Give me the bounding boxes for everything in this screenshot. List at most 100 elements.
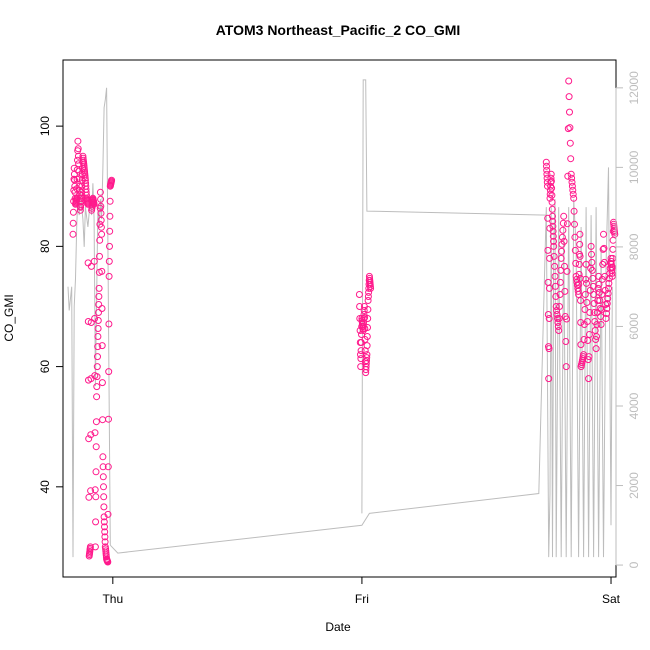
x-axis: Thu Fri Sat bbox=[102, 576, 621, 606]
y-left-tick-label: 60 bbox=[38, 360, 52, 374]
data-point bbox=[90, 257, 98, 265]
data-point bbox=[69, 208, 77, 216]
data-point bbox=[569, 190, 577, 198]
data-point bbox=[95, 293, 103, 300]
data-point bbox=[74, 145, 82, 153]
data-point bbox=[84, 318, 92, 325]
data-point bbox=[561, 287, 569, 295]
y-right-tick-label: 12000 bbox=[627, 71, 641, 105]
data-point bbox=[588, 266, 596, 274]
data-point bbox=[552, 303, 560, 310]
data-point bbox=[94, 353, 101, 361]
data-point bbox=[576, 252, 584, 260]
data-point bbox=[549, 222, 557, 230]
y-right-tick-label: 8000 bbox=[627, 233, 641, 260]
data-point bbox=[575, 291, 583, 298]
data-point bbox=[581, 306, 589, 313]
data-point bbox=[575, 270, 583, 278]
data-point bbox=[550, 242, 558, 250]
data-point bbox=[548, 191, 556, 199]
data-point bbox=[567, 170, 575, 178]
data-point bbox=[359, 323, 367, 330]
data-point bbox=[356, 303, 364, 310]
data-point bbox=[360, 307, 368, 314]
data-point bbox=[554, 319, 562, 326]
data-point bbox=[92, 468, 100, 476]
data-point bbox=[94, 333, 102, 340]
data-point bbox=[91, 543, 99, 551]
data-point bbox=[604, 290, 612, 297]
data-point bbox=[100, 483, 107, 491]
data-point bbox=[87, 262, 95, 270]
data-point bbox=[104, 558, 112, 566]
data-point bbox=[75, 182, 83, 190]
data-point bbox=[93, 393, 101, 401]
data-point bbox=[97, 202, 105, 210]
data-point bbox=[594, 297, 602, 304]
data-point bbox=[87, 487, 95, 495]
data-point bbox=[94, 325, 102, 332]
data-point bbox=[363, 351, 371, 359]
data-point bbox=[560, 212, 568, 220]
data-point bbox=[597, 321, 605, 328]
data-point bbox=[609, 245, 617, 253]
data-point bbox=[74, 152, 82, 160]
data-point bbox=[84, 259, 92, 267]
data-point bbox=[576, 240, 584, 248]
data-point bbox=[549, 227, 557, 235]
data-point bbox=[568, 174, 576, 182]
data-point bbox=[106, 197, 114, 205]
data-point bbox=[564, 172, 572, 180]
data-point bbox=[563, 220, 571, 228]
data-point bbox=[91, 486, 99, 494]
y-left-axis: 40 60 80 100 bbox=[38, 116, 64, 494]
data-point bbox=[603, 310, 610, 317]
data-point bbox=[601, 272, 609, 280]
data-point bbox=[586, 309, 594, 316]
data-point bbox=[87, 431, 95, 439]
data-point bbox=[575, 260, 583, 268]
plot-frame bbox=[62, 59, 617, 578]
data-point bbox=[90, 200, 98, 208]
data-point bbox=[93, 363, 101, 371]
data-point bbox=[108, 176, 116, 184]
data-point bbox=[594, 284, 602, 292]
data-point bbox=[580, 336, 588, 343]
data-point bbox=[364, 306, 372, 313]
data-point bbox=[363, 333, 371, 340]
data-point bbox=[360, 311, 368, 318]
co-gmi-points-layer bbox=[69, 77, 619, 566]
data-point bbox=[87, 319, 95, 326]
data-point bbox=[571, 220, 578, 228]
data-point bbox=[101, 538, 109, 546]
data-point bbox=[571, 233, 579, 241]
data-point bbox=[563, 267, 571, 275]
x-axis-label: Date bbox=[325, 620, 351, 634]
data-point bbox=[544, 246, 552, 254]
data-point bbox=[584, 356, 592, 364]
y-right-tick-label: 0 bbox=[627, 561, 641, 568]
data-point bbox=[596, 305, 604, 312]
data-point bbox=[100, 493, 108, 501]
data-point bbox=[92, 518, 100, 526]
data-point bbox=[583, 318, 591, 325]
data-point bbox=[98, 305, 106, 312]
data-point bbox=[565, 93, 573, 101]
data-point bbox=[599, 260, 607, 268]
data-point bbox=[99, 463, 107, 471]
data-point bbox=[583, 279, 590, 287]
data-point bbox=[96, 236, 104, 244]
data-point bbox=[106, 242, 113, 250]
data-point bbox=[95, 309, 102, 316]
data-point bbox=[91, 429, 99, 437]
data-point bbox=[98, 267, 106, 275]
data-point bbox=[93, 383, 101, 391]
x-tick-label: Sat bbox=[602, 592, 621, 606]
data-point bbox=[572, 259, 580, 267]
data-point bbox=[543, 166, 551, 174]
y-right-tick-label: 10000 bbox=[627, 150, 641, 184]
data-point bbox=[558, 247, 566, 255]
altitude-line-segment bbox=[109, 167, 613, 558]
data-point bbox=[563, 315, 571, 323]
data-point bbox=[92, 418, 100, 426]
